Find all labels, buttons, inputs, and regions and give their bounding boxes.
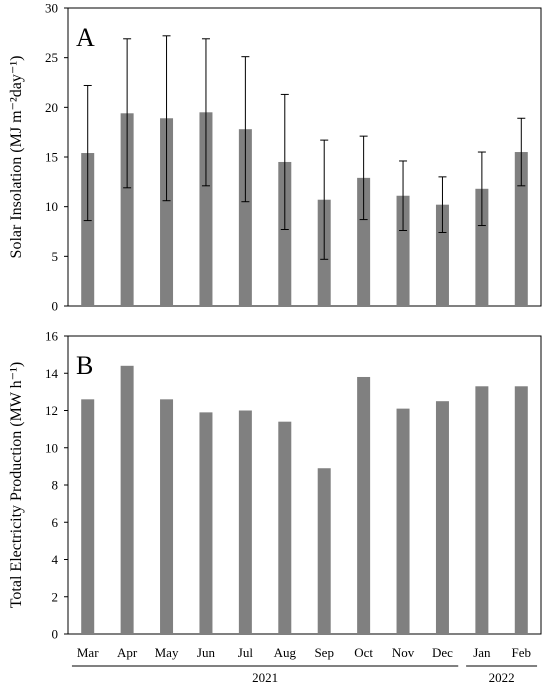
panel-a-y-tick-label: 15 (45, 150, 58, 165)
panel-a-y-tick-label: 20 (45, 100, 58, 115)
panel-b-bar-jul (238, 410, 252, 634)
panel-b-bars (81, 365, 528, 634)
panel-b-y-ticks: 0 2 4 6 8 10 12 14 16 (45, 329, 68, 642)
panel-b-letter: B (76, 351, 93, 380)
panel-a-error-bar-dec (438, 176, 447, 233)
panel-a-bar-jul (238, 129, 252, 306)
panel-b-bar-mar (81, 399, 95, 634)
panel-a-error-bar-apr (123, 38, 132, 189)
panel-b: B Total Electricity Production (MW h⁻¹) … (8, 329, 542, 642)
panel-a-error-bar-mar (83, 84, 92, 222)
panel-b-bar-dec (435, 401, 449, 634)
panel-a-bar-mar (81, 153, 95, 306)
panel-b-bar-apr (120, 365, 134, 634)
x-tick-label-may: May (155, 645, 179, 660)
panel-b-bar-oct (357, 376, 371, 634)
panel-a-letter: A (76, 23, 95, 52)
panel-b-y-tick-label: 2 (52, 589, 59, 604)
panel-a-bar-dec (435, 204, 449, 306)
panel-b-bar-may (160, 399, 174, 634)
panel-b-bar-jan (475, 386, 489, 634)
panel-b-y-tick-label: 8 (52, 478, 59, 493)
panel-b-y-tick-label: 12 (45, 403, 58, 418)
panel-b-y-tick-label: 6 (52, 515, 59, 530)
panel-b-bar-feb (514, 386, 528, 634)
x-tick-label-aug: Aug (274, 645, 297, 660)
x-tick-label-apr: Apr (117, 645, 138, 660)
year-group-label-2021: 2021 (252, 670, 278, 684)
year-group-label-2022: 2022 (489, 670, 515, 684)
panel-a-error-bar-jul (241, 56, 250, 203)
x-tick-label-jun: Jun (197, 645, 216, 660)
panel-a: A Solar Insolation (MJ m⁻²day⁻¹) 0 5 10 15 2… (8, 1, 542, 314)
panel-a-error-bar-jun (201, 38, 210, 187)
panel-a-error-bar-feb (517, 117, 526, 187)
panel-a-frame (67, 7, 542, 307)
panel-b-y-tick-label: 4 (52, 552, 59, 567)
panel-b-bar-sep (317, 468, 331, 634)
panel-a-bar-may (160, 118, 174, 306)
panel-a-bar-apr (120, 113, 134, 306)
x-tick-label-sep: Sep (314, 645, 334, 660)
panel-a-error-bars (83, 35, 526, 260)
panel-b-y-tick-label: 14 (45, 366, 59, 381)
panel-a-bars (81, 112, 528, 306)
panel-a-bar-oct (357, 177, 371, 306)
panel-a-y-tick-label: 25 (45, 50, 58, 65)
x-tick-label-jul: Jul (238, 645, 254, 660)
panel-b-y-tick-label: 10 (45, 440, 58, 455)
panel-a-bar-nov (396, 195, 410, 306)
x-tick-label-mar: Mar (77, 645, 99, 660)
panel-a-error-bar-may (162, 35, 171, 202)
panel-a-y-tick-label: 10 (45, 199, 58, 214)
panel-b-bar-nov (396, 408, 410, 634)
panel-a-bar-feb (514, 152, 528, 306)
panel-b-ylabel: Total Electricity Production (MW h⁻¹) (8, 362, 25, 608)
x-axis-month-labels: Mar Apr May Jun Jul Aug Sep Oct Nov Dec Jan Feb (77, 645, 531, 660)
panel-a-y-tick-label: 0 (52, 299, 59, 314)
x-tick-label-jan: Jan (473, 645, 491, 660)
panel-a-bar-aug (278, 161, 292, 306)
panel-a-error-bar-nov (399, 160, 408, 232)
panel-a-y-ticks: 0 5 10 15 20 25 30 (45, 1, 68, 314)
x-tick-label-dec: Dec (432, 645, 453, 660)
panel-b-bar-aug (278, 421, 292, 634)
panel-a-bar-jun (199, 112, 213, 306)
panel-a-error-bar-jan (477, 151, 486, 227)
panel-b-y-tick-label: 16 (45, 329, 59, 344)
panel-a-error-bar-aug (280, 93, 289, 231)
panel-a-error-bar-sep (320, 139, 329, 260)
panel-b-bar-jun (199, 412, 213, 634)
x-tick-label-feb: Feb (512, 645, 532, 660)
x-tick-label-oct: Oct (354, 645, 373, 660)
x-tick-label-nov: Nov (392, 645, 415, 660)
panel-a-y-tick-label: 30 (45, 1, 58, 16)
panel-b-frame (67, 335, 542, 635)
panel-b-y-tick-label: 0 (52, 627, 59, 642)
panel-a-error-bar-oct (359, 135, 368, 221)
x-axis-year-groups: 2021 2022 (71, 665, 538, 684)
panel-a-y-tick-label: 5 (52, 249, 59, 264)
panel-a-bar-jan (475, 188, 489, 306)
panel-a-ylabel: Solar Insolation (MJ m⁻²day⁻¹) (8, 56, 25, 259)
